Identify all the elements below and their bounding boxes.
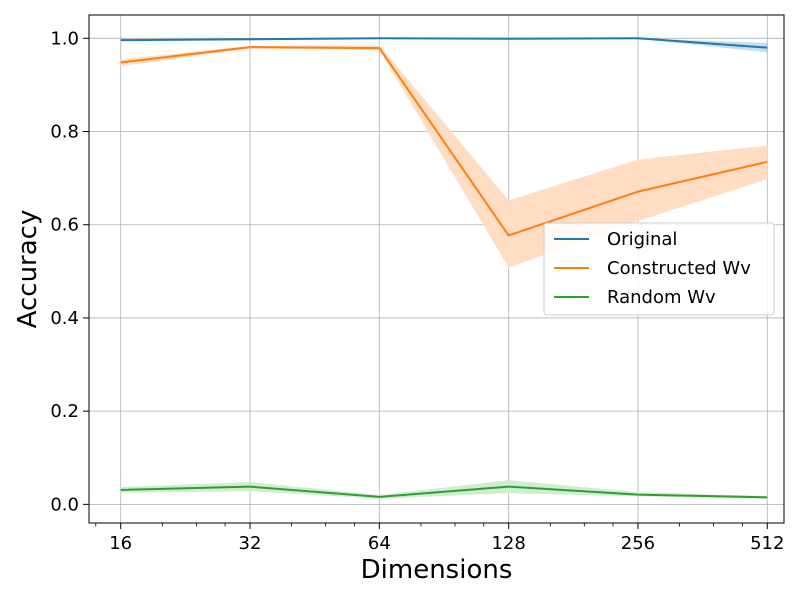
y-tick-label: 0.8	[50, 122, 79, 143]
x-tick-label: 512	[750, 533, 784, 554]
x-tick-label: 32	[239, 533, 262, 554]
legend-label: Constructed Wv	[607, 258, 751, 279]
plot-frame	[88, 14, 785, 524]
confidence-band-1	[120, 45, 768, 268]
y-tick-label: 0.6	[50, 215, 79, 236]
x-axis-title: Dimensions	[361, 555, 513, 585]
series-lines	[120, 37, 768, 499]
x-tick-label: 256	[621, 533, 655, 554]
y-tick-label: 0.2	[50, 401, 79, 422]
series-line-0	[120, 37, 768, 49]
series-line-2	[120, 485, 768, 499]
axis-ticks: 16 32 64 128 256 512 0.0 0.2 0.4 0.6 0.8 1.0	[50, 28, 784, 554]
legend-label: Random Wv	[607, 287, 716, 308]
y-tick-label: 1.0	[50, 28, 79, 49]
y-tick-label: 0.4	[50, 308, 79, 329]
confidence-band-2	[120, 480, 768, 499]
y-axis-title: Accuracy	[13, 210, 43, 329]
series-line-1	[120, 46, 768, 237]
x-tick-label: 128	[491, 533, 525, 554]
legend-box	[543, 222, 775, 316]
x-tick-label: 16	[109, 533, 132, 554]
legend-label: Original	[607, 229, 677, 250]
legend: Original Constructed Wv Random Wv	[543, 222, 775, 316]
y-tick-label: 0.0	[50, 494, 79, 515]
x-tick-label: 64	[368, 533, 391, 554]
